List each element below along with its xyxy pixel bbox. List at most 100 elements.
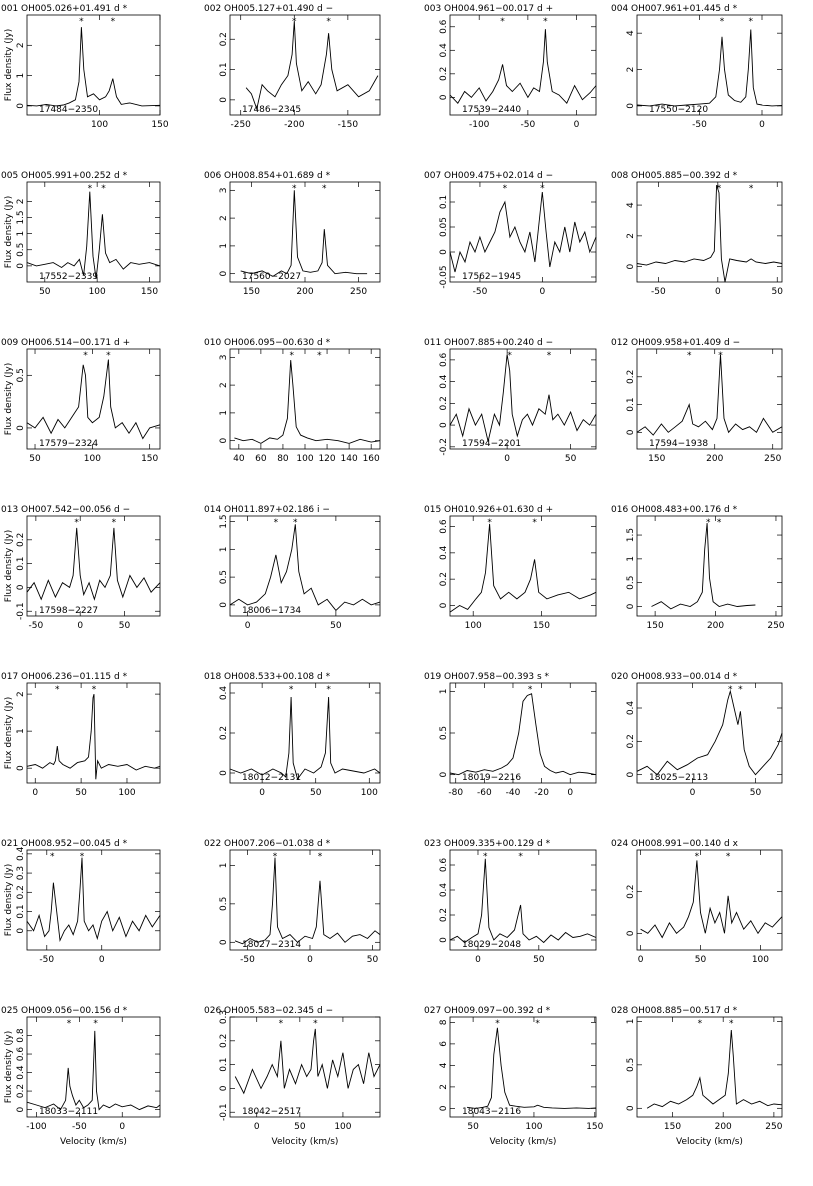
peak-marker: * xyxy=(273,852,278,862)
plot-frame xyxy=(26,849,161,951)
y-tick-label: 0 xyxy=(16,103,26,109)
spectrum-line xyxy=(26,693,161,780)
y-tick-label: 1.5 xyxy=(219,514,229,528)
source-name: 18019−2216 xyxy=(462,773,521,783)
y-tick-label: 0.4 xyxy=(16,846,26,861)
source-name: 17594−2201 xyxy=(462,439,521,449)
peak-marker: * xyxy=(289,685,294,695)
y-axis-label: Flux density (Jy) xyxy=(4,196,14,268)
x-tick-label: 100 xyxy=(118,788,135,798)
y-tick-label: 0.1 xyxy=(439,195,449,209)
x-tick-label: 200 xyxy=(707,621,724,631)
y-tick-label: 0 xyxy=(219,770,229,776)
x-tick-label: 150 xyxy=(586,1122,603,1132)
x-tick-label: 0 xyxy=(307,955,313,965)
spectrum-line xyxy=(26,857,161,943)
y-tick-label: 1 xyxy=(626,556,636,562)
y-tick-label: 0.4 xyxy=(219,686,229,701)
y-tick-label: 0.2 xyxy=(219,1034,229,1048)
peak-marker: * xyxy=(532,518,537,528)
x-tick-label: -50 xyxy=(240,955,255,965)
peak-marker: * xyxy=(326,17,331,27)
peak-marker: * xyxy=(92,685,97,695)
y-tick-label: 3 xyxy=(219,187,229,193)
source-name: 17552−2339 xyxy=(39,272,98,282)
peak-marker: * xyxy=(483,852,488,862)
y-axis-label: Flux density (Jy) xyxy=(4,29,14,101)
peak-marker: * xyxy=(80,852,85,862)
y-tick-label: -0.05 xyxy=(439,265,449,288)
peak-marker: * xyxy=(79,17,84,27)
spectrum-line xyxy=(234,360,381,444)
plot-frame xyxy=(26,348,161,450)
x-axis-label: Velocity (km/s) xyxy=(272,1137,339,1147)
y-axis-label: Flux density (Jy) xyxy=(4,530,14,602)
y-tick-label: 0.2 xyxy=(626,885,636,899)
x-tick-label: 50 xyxy=(533,955,545,965)
y-tick-label: 0 xyxy=(219,438,229,444)
panel-title: 017 OH006.236−01.115 d * xyxy=(1,672,128,682)
y-tick-label: 1 xyxy=(439,688,449,694)
source-name: 18006−1734 xyxy=(242,606,301,616)
x-tick-label: -100 xyxy=(26,1122,47,1132)
x-tick-label: 100 xyxy=(89,287,106,297)
y-tick-label: 0 xyxy=(626,103,636,109)
peak-marker: * xyxy=(279,1019,284,1029)
source-name: 17594−1938 xyxy=(649,439,708,449)
peak-marker: * xyxy=(540,184,545,194)
spectrum-line xyxy=(449,858,597,944)
spectrum-line xyxy=(234,857,381,945)
x-tick-label: 150 xyxy=(647,621,664,631)
panel-title: 006 OH008.854+01.689 d * xyxy=(204,171,331,181)
x-tick-label: 50 xyxy=(695,955,707,965)
y-tick-label: 0.6 xyxy=(439,19,449,34)
source-name: 18025−2113 xyxy=(649,773,708,783)
source-name: 17560−2027 xyxy=(242,272,301,282)
peak-marker: * xyxy=(729,1019,734,1029)
y-tick-label: 1 xyxy=(219,546,229,552)
y-tick-label: 0 xyxy=(439,422,449,428)
y-tick-label: 0 xyxy=(16,765,26,771)
x-tick-label: 50 xyxy=(310,788,322,798)
y-tick-label: 0.2 xyxy=(219,726,229,740)
spectrum-line xyxy=(640,860,783,939)
plot-frame xyxy=(229,515,381,617)
y-tick-label: 2 xyxy=(16,198,26,204)
plot-frame xyxy=(26,14,161,116)
y-tick-label: 0 xyxy=(439,602,449,608)
y-tick-label: -0.2 xyxy=(439,438,449,456)
y-tick-label: 0 xyxy=(626,1105,636,1111)
spectrum-line xyxy=(245,21,379,111)
x-tick-label: 100 xyxy=(91,120,108,130)
source-name: 17579−2324 xyxy=(39,439,98,449)
peak-marker: * xyxy=(728,685,733,695)
x-tick-label: 250 xyxy=(350,287,367,297)
x-tick-label: 50 xyxy=(294,1122,306,1132)
y-tick-label: 0.6 xyxy=(439,352,449,367)
x-tick-label: 0 xyxy=(715,287,721,297)
peak-marker: * xyxy=(106,351,111,361)
x-tick-label: 160 xyxy=(363,454,380,464)
x-tick-label: 50 xyxy=(330,621,342,631)
y-tick-label: 2 xyxy=(626,67,636,73)
y-tick-label: -0.1 xyxy=(219,1103,229,1121)
y-tick-label: 0.1 xyxy=(219,62,229,76)
panel-title: 008 OH005.885−00.392 d * xyxy=(611,171,738,181)
panel-title: 001 OH005.026+01.491 d * xyxy=(1,4,128,14)
y-tick-label: 0 xyxy=(16,425,26,431)
x-tick-label: 0 xyxy=(574,120,580,130)
peak-marker: * xyxy=(487,518,492,528)
y-tick-label: 0.2 xyxy=(439,572,449,586)
y-tick-label: 0.1 xyxy=(16,556,26,570)
y-tick-label: 0.1 xyxy=(16,904,26,918)
x-tick-label: 200 xyxy=(296,287,313,297)
plot-frame xyxy=(449,181,597,283)
y-tick-label: 0 xyxy=(219,939,229,945)
y-tick-label: 0.6 xyxy=(439,858,449,873)
x-tick-label: 50 xyxy=(119,621,131,631)
x-tick-label: -50 xyxy=(39,955,54,965)
peak-marker: * xyxy=(500,17,505,27)
panel-title: 020 OH008.933−00.014 d * xyxy=(611,672,738,682)
panel-title: 025 OH009.056−00.156 d * xyxy=(1,1006,128,1016)
